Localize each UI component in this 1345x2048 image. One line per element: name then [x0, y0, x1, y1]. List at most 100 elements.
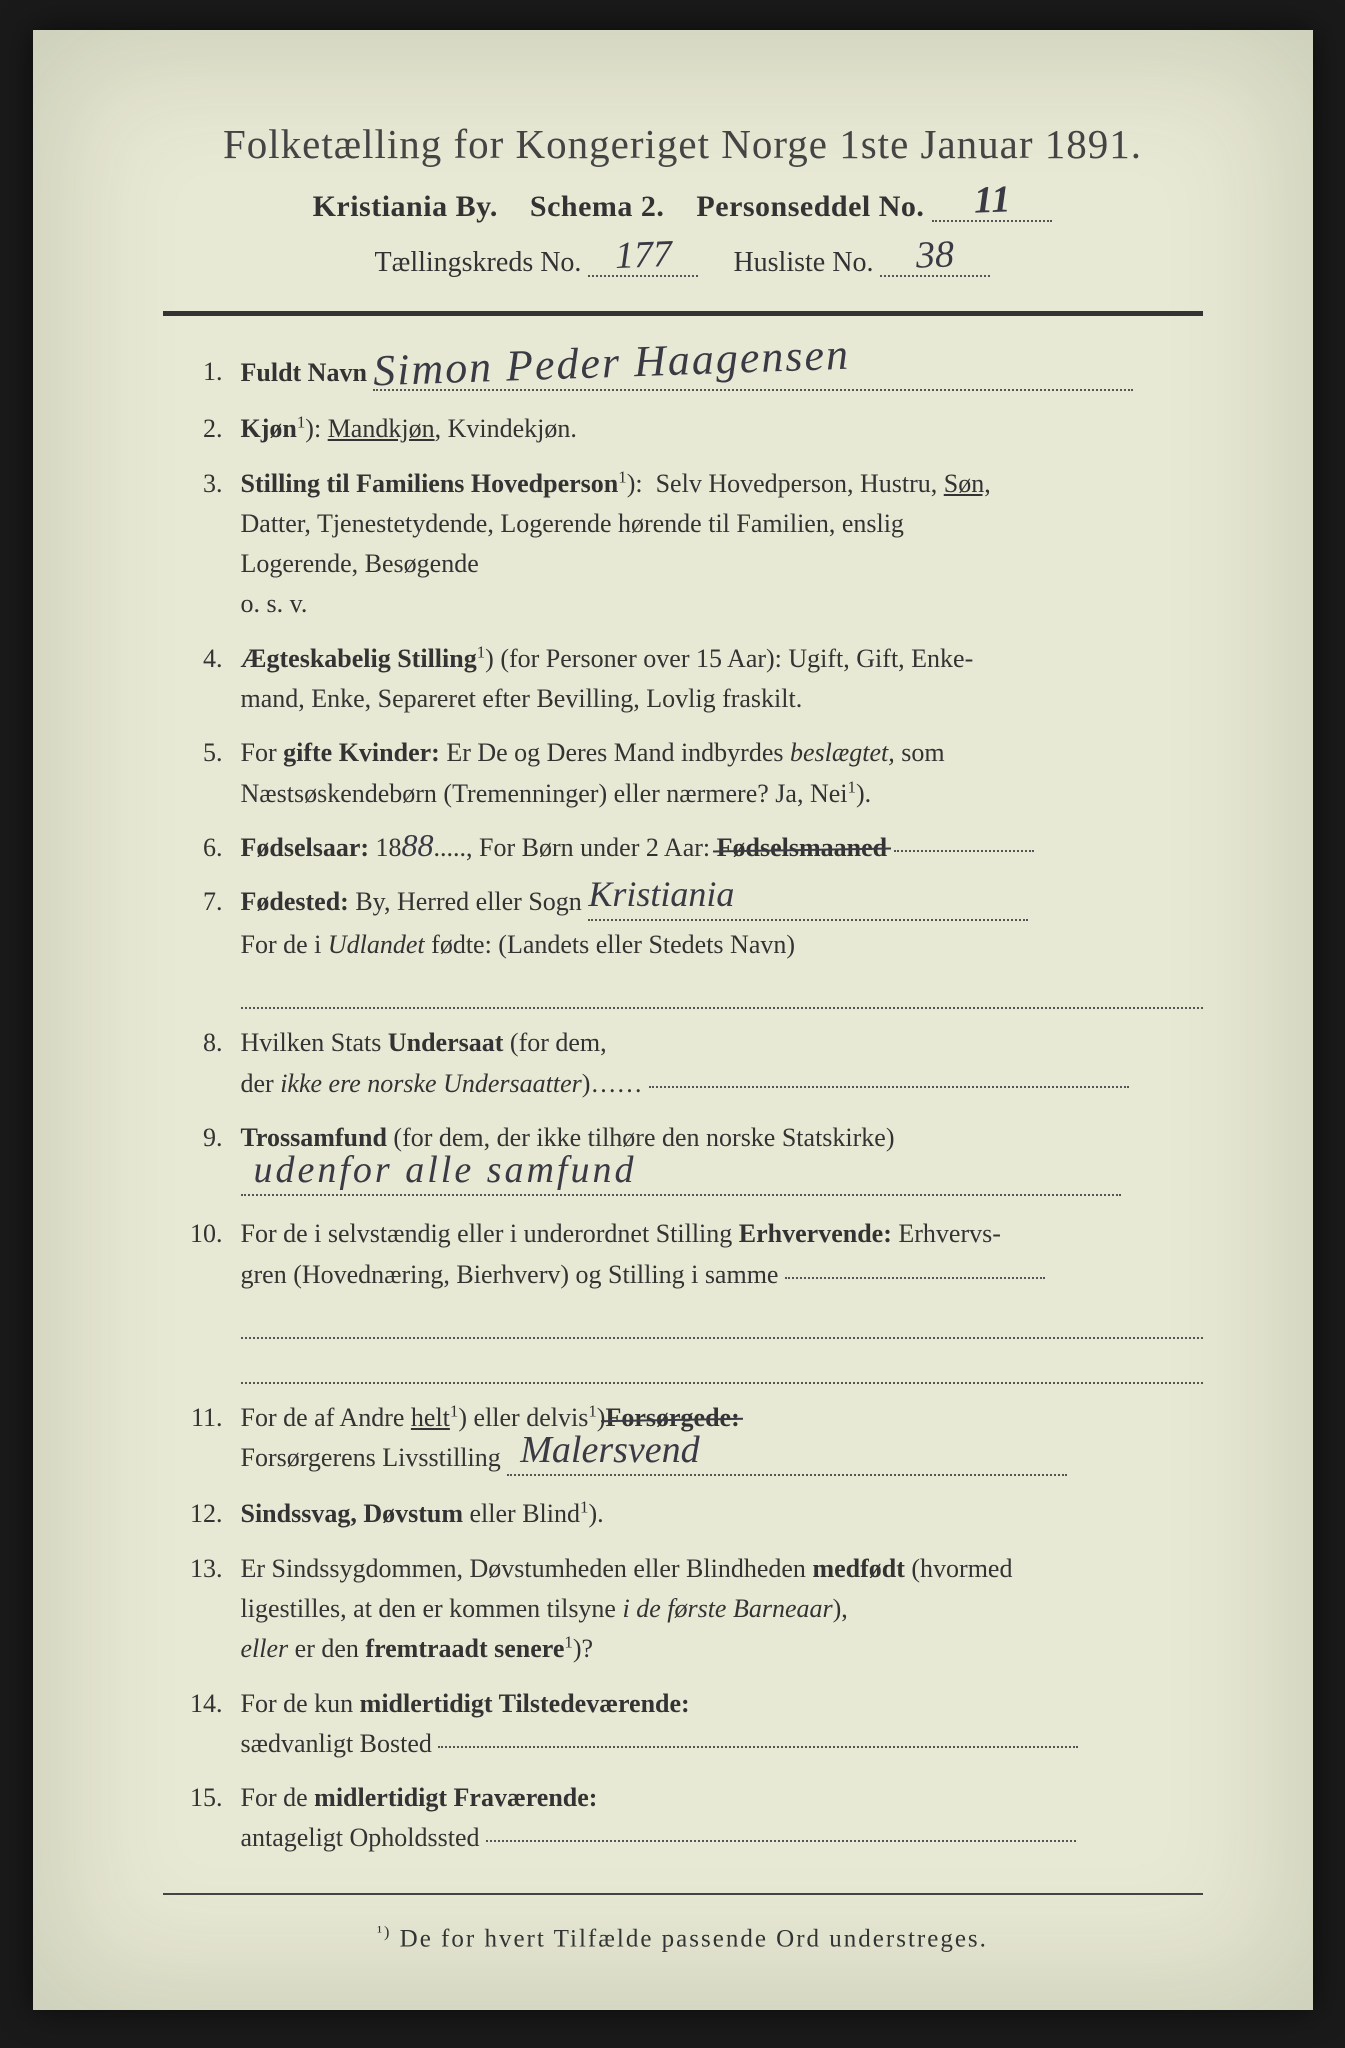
kreds-value: 177: [614, 241, 672, 270]
row-3-label: Stilling til Familiens Hovedperson: [241, 469, 619, 498]
row-11-line2: Forsørgerens Livsstilling: [241, 1443, 501, 1472]
row-2-label: Kjøn: [241, 414, 297, 443]
row-12-num: 12.: [163, 1494, 241, 1534]
husliste-value: 38: [916, 241, 955, 269]
row-5-line2b: ).: [856, 779, 871, 808]
row-6: 6. Fødselsaar: 1888....., For Børn under…: [163, 828, 1203, 868]
husliste-label: Husliste No.: [733, 247, 873, 278]
row-8-num: 8.: [163, 1023, 241, 1104]
row-5: 5. For gifte Kvinder: Er De og Deres Man…: [163, 733, 1203, 814]
row-7-line2a: For de i: [241, 930, 328, 959]
row-1-num: 1.: [163, 352, 241, 395]
row-4-label: Ægteskabelig Stilling: [241, 644, 477, 673]
row-6-label: Fødselsaar:: [241, 833, 370, 862]
row-10-num: 10.: [163, 1214, 241, 1383]
kreds-label: Tællingskreds No.: [375, 247, 582, 278]
row-14-line1a: For de kun: [241, 1689, 360, 1718]
row-14-num: 14.: [163, 1684, 241, 1765]
row-12-label: Sindssvag, Døvstum: [241, 1499, 464, 1528]
row-6-year-prefix: 18: [369, 833, 402, 862]
census-form-page: Folketælling for Kongeriget Norge 1ste J…: [33, 30, 1313, 2010]
row-7-blank-line: [241, 971, 1203, 1009]
row-3-rest: Selv Hovedperson, Hustru,: [656, 469, 944, 498]
row-9: 9. Trossamfund (for dem, der ikke tilhør…: [163, 1118, 1203, 1201]
row-2-num: 2.: [163, 409, 241, 449]
row-11-value: Malersvend: [520, 1435, 699, 1465]
main-title: Folketælling for Kongeriget Norge 1ste J…: [163, 120, 1203, 168]
row-12: 12. Sindssvag, Døvstum eller Blind1).: [163, 1494, 1203, 1534]
row-4: 4. Ægteskabelig Stilling1) (for Personer…: [163, 639, 1203, 720]
row-5-prefix: For: [241, 738, 284, 767]
footnote-marker: ¹): [377, 1923, 391, 1941]
row-15-line2: antageligt Opholdssted: [241, 1823, 480, 1852]
row-2-underlined: Mandkjøn: [328, 414, 435, 443]
row-11-u1: helt: [411, 1403, 450, 1432]
footnote-text: De for hvert Tilfælde passende Ord under…: [391, 1925, 988, 1952]
row-5-num: 5.: [163, 733, 241, 814]
row-6-label2: Fødselsmaaned: [717, 828, 887, 868]
sub-title-line: Kristiania By. Schema 2. Personseddel No…: [163, 190, 1203, 226]
row-10-line1b: Erhvervs-: [892, 1219, 1001, 1248]
form-header: Folketælling for Kongeriget Norge 1ste J…: [163, 120, 1203, 281]
full-name-value: Simon Peder Haagensen: [373, 340, 851, 387]
row-13-line1b: (hvormed: [905, 1554, 1013, 1583]
row-3-line2: Datter, Tjenestetydende, Logerende høren…: [241, 504, 1203, 544]
row-7-rest: By, Herred eller Sogn: [349, 887, 582, 916]
row-13-it3: eller: [241, 1634, 289, 1663]
personseddel-value: 11: [974, 186, 1012, 214]
row-9-label: Trossamfund: [241, 1123, 387, 1152]
row-5-it1: beslægtet,: [790, 738, 895, 767]
row-6-rest: ....., For Børn under 2 Aar:: [434, 833, 717, 862]
row-3-num: 3.: [163, 464, 241, 625]
row-10-line2: gren (Hovednæring, Bierhverv) og Stillin…: [241, 1260, 779, 1289]
row-7-num: 7.: [163, 882, 241, 1009]
footnote: ¹) De for hvert Tilfælde passende Ord un…: [163, 1923, 1203, 1953]
row-13-line3b: )?: [573, 1634, 593, 1663]
row-1: 1. Fuldt Navn Simon Peder Haagensen: [163, 352, 1203, 395]
row-9-num: 9.: [163, 1118, 241, 1201]
row-7-line2b: fødte: (Landets eller Stedets Navn): [425, 930, 795, 959]
row-15-label: midlertidigt Fraværende:: [314, 1783, 597, 1812]
header-rule: [163, 311, 1203, 316]
row-13-b1: medfødt: [812, 1554, 904, 1583]
row-5-label: gifte Kvinder:: [283, 738, 440, 767]
row-3-underlined: Søn,: [944, 469, 991, 498]
row-13-it2: i de første Barneaar: [622, 1594, 832, 1623]
row-14-label: midlertidigt Tilstedeværende:: [360, 1689, 690, 1718]
row-14-line2: sædvanligt Bosted: [241, 1729, 432, 1758]
row-7: 7. Fødested: By, Herred eller Sogn Krist…: [163, 882, 1203, 1009]
row-15: 15. For de midlertidigt Fraværende: anta…: [163, 1778, 1203, 1859]
footer-rule: [163, 1893, 1203, 1895]
personseddel-label: Personseddel No.: [696, 190, 924, 223]
row-13: 13. Er Sindssygdommen, Døvstumheden elle…: [163, 1549, 1203, 1670]
row-14: 14. For de kun midlertidigt Tilstedevære…: [163, 1684, 1203, 1765]
row-11-line1a: For de af Andre: [241, 1403, 411, 1432]
row-13-num: 13.: [163, 1549, 241, 1670]
row-8-line2b: ): [582, 1069, 591, 1098]
row-5-rest1: Er De og Deres Mand indbyrdes: [440, 738, 790, 767]
row-15-num: 15.: [163, 1778, 241, 1859]
row-5-line2a: Næstsøskendebørn (Tremenninger) eller næ…: [241, 779, 848, 808]
row-8-line1a: Hvilken Stats: [241, 1028, 388, 1057]
row-13-b3: fremtraadt senere: [365, 1634, 564, 1663]
schema-label: Schema 2.: [530, 190, 665, 223]
row-4-rest1: (for Personer over 15 Aar): Ugift, Gift,…: [494, 644, 973, 673]
row-13-line1a: Er Sindssygdommen, Døvstumheden eller Bl…: [241, 1554, 813, 1583]
row-1-label: Fuldt Navn: [241, 358, 367, 387]
row-7-label: Fødested:: [241, 887, 349, 916]
row-5-rest1b: som: [895, 738, 945, 767]
row-3-line4: o. s. v.: [241, 584, 1203, 624]
row-13-line2a: ligestilles, at den er kommen tilsyne: [241, 1594, 623, 1623]
row-15-line1a: For de: [241, 1783, 315, 1812]
row-10-blank-2: [241, 1345, 1203, 1383]
row-10: 10. For de i selvstændig eller i underor…: [163, 1214, 1203, 1383]
row-8-label: Undersaat: [388, 1028, 504, 1057]
row-6-year-value: 88: [402, 833, 434, 859]
row-8-line2a: der: [241, 1069, 281, 1098]
row-8-line2it: ikke ere norske Undersaatter: [280, 1069, 582, 1098]
row-11: 11. For de af Andre helt1) eller delvis1…: [163, 1398, 1203, 1481]
row-9-rest: (for dem, der ikke tilhøre den norske St…: [387, 1123, 895, 1152]
row-7-value: Kristiania: [588, 880, 734, 909]
row-6-num: 6.: [163, 828, 241, 868]
row-10-label: Erhvervende:: [739, 1219, 892, 1248]
